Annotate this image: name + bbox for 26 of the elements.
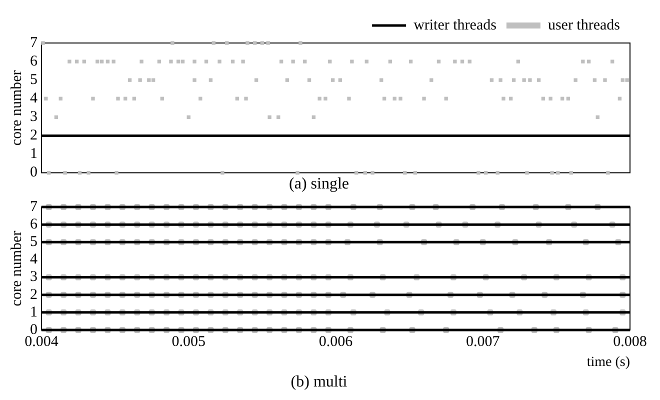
y-tick-label: 5 (30, 234, 38, 250)
y-tick-label: 2 (30, 128, 38, 144)
y-tick-label: 7 (30, 34, 38, 51)
x-tick-label: 0.006 (318, 334, 354, 350)
text: (b) multi (290, 374, 348, 391)
y-tick-label: 0 (30, 164, 38, 181)
legend-label: writer threads (414, 17, 497, 34)
y-tick-label: 1 (30, 146, 38, 162)
y-tick-label: 4 (30, 90, 38, 107)
y-tick-label: 6 (30, 53, 38, 70)
y-axis-title: core number (8, 70, 25, 146)
x-tick-label: 0.008 (613, 334, 647, 350)
y-tick-label: 6 (30, 216, 38, 233)
legend-label: user threads (548, 17, 620, 34)
x-axis-title: time (s) (586, 355, 630, 370)
x-tick-label: 0.005 (172, 334, 206, 350)
y-tick-label: 3 (30, 109, 38, 126)
y-tick-label: 2 (30, 286, 38, 303)
y-tick-label: 5 (30, 72, 38, 88)
y-tick-label: 7 (30, 198, 38, 215)
y-tick-label: 4 (30, 252, 38, 268)
y-tick-label: 1 (30, 304, 38, 320)
text: (a) single (289, 176, 349, 193)
y-axis-title: core number (8, 230, 25, 306)
x-tick-label: 0.007 (466, 334, 500, 350)
y-tick-label: 3 (30, 269, 38, 286)
